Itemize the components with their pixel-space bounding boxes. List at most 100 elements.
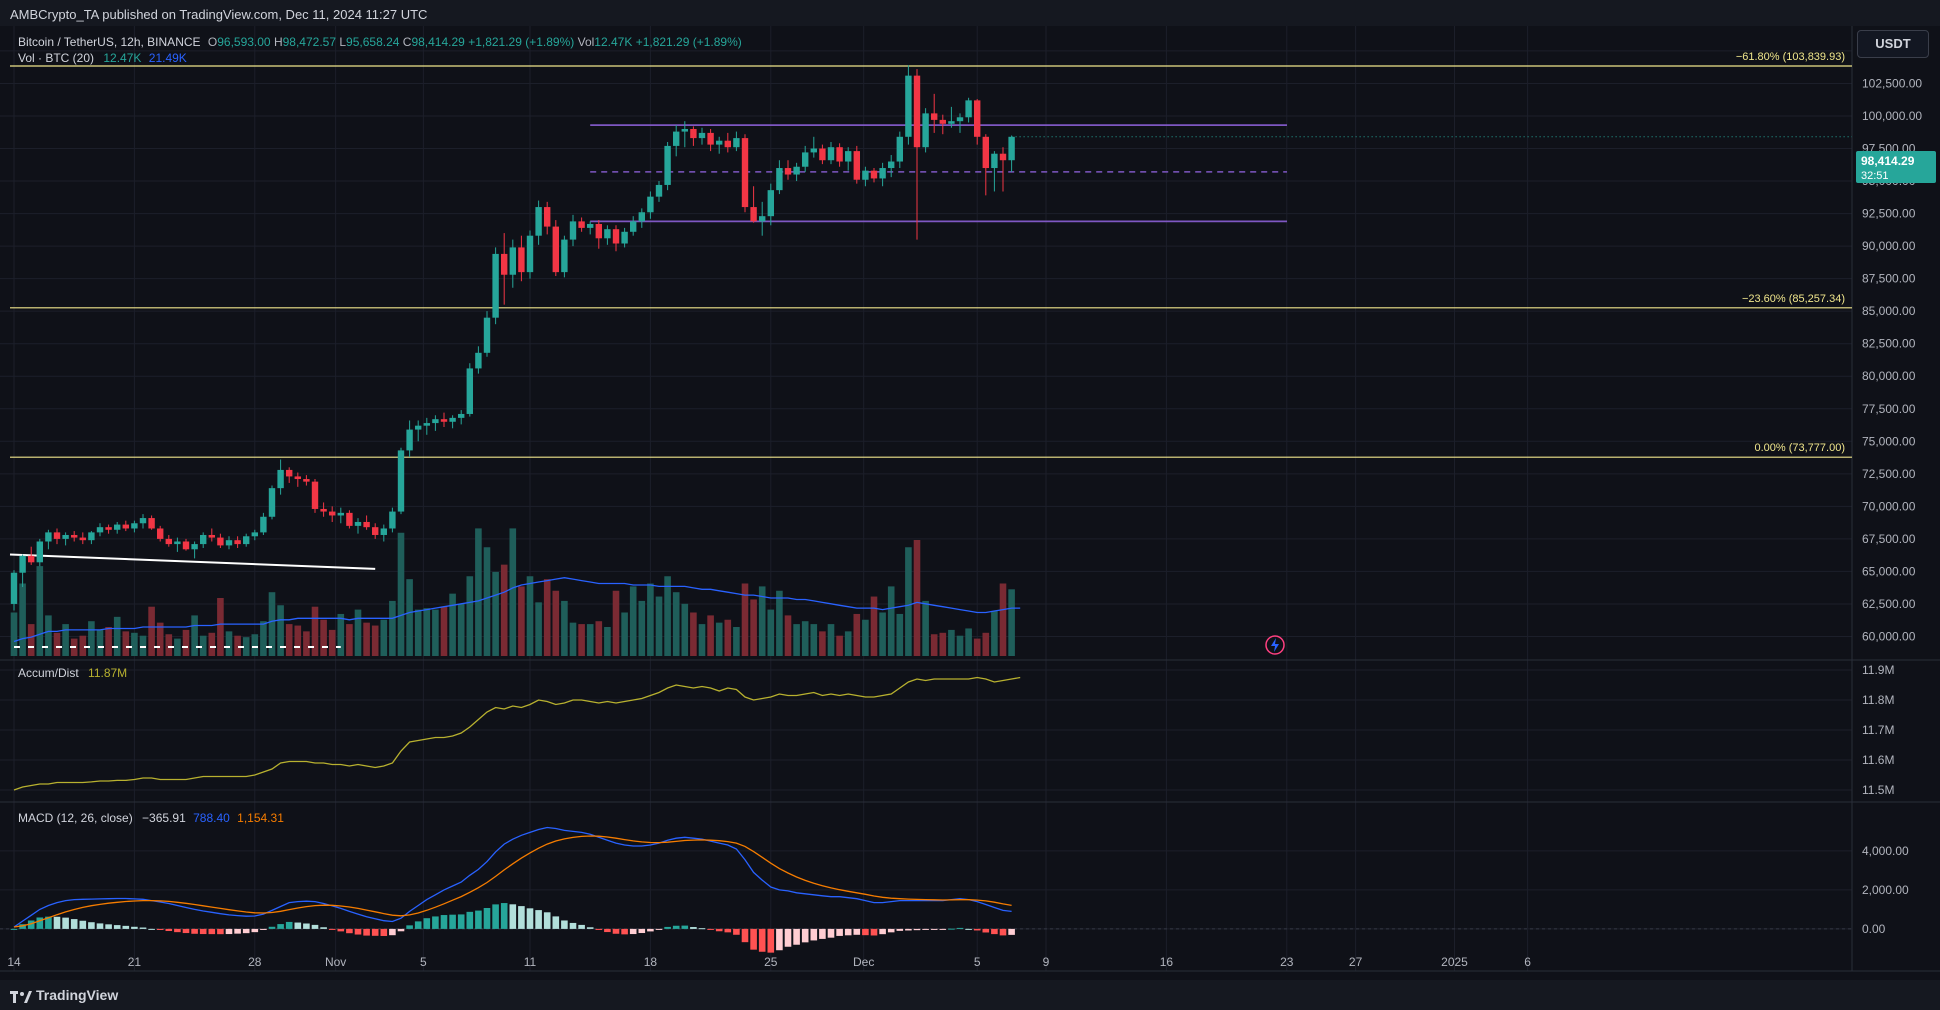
macd-histogram-bar [492, 904, 499, 929]
tradingview-logo-text: TradingView [36, 987, 119, 1003]
candle-body [28, 555, 35, 563]
macd-histogram-bar [363, 928, 370, 936]
macd-histogram-bar [139, 927, 147, 929]
volume-bar [62, 624, 69, 656]
macd-histogram-bar [174, 928, 181, 933]
macd-histogram-bar [939, 928, 947, 930]
volume-bar [578, 624, 585, 656]
candle-body [759, 216, 766, 222]
candle-body [423, 423, 430, 426]
macd-histogram-bar [53, 916, 61, 929]
macd-histogram-bar [604, 928, 611, 933]
ad-tick-label: 11.8M [1862, 693, 1894, 707]
candle-body [440, 419, 448, 422]
volume-bar [320, 619, 327, 656]
volume-bar [638, 600, 646, 656]
volume-bar [88, 621, 95, 656]
candle-body [466, 368, 473, 414]
candle-body [406, 429, 413, 451]
volume-bar [414, 609, 422, 656]
volume-bar [913, 540, 921, 656]
macd-histogram-bar [991, 928, 998, 935]
volume-bars [10, 528, 1021, 656]
macd-histogram-bar [750, 928, 757, 950]
macd-histogram-bar [870, 928, 878, 936]
time-axis[interactable]: 14 21 28 Nov 5 11 18 25 Dec 5 9 16 23 27 2025 6 [7, 955, 1531, 969]
volume-bar [423, 608, 431, 656]
volume-bar [758, 586, 766, 656]
macd-histogram-bar [70, 919, 78, 929]
candle-body [552, 226, 559, 273]
candle-body [630, 221, 637, 232]
price-tick-label: 65,000.00 [1862, 564, 1916, 578]
volume-bar [148, 606, 155, 656]
fib-label: −61.80% (103,839.93) [1736, 51, 1845, 63]
time-tick-label: 11 [524, 955, 537, 969]
macd-legend-signal: 1,154.31 [237, 811, 284, 825]
volume-bar [784, 615, 792, 656]
macd-histogram-bar [346, 928, 353, 934]
candle-body [767, 190, 774, 217]
candle-body [320, 508, 327, 512]
macd-histogram-bar [371, 928, 379, 936]
candle-body [974, 100, 981, 137]
candle-body [853, 151, 860, 180]
volume-bar [475, 528, 482, 656]
volume-bar [500, 564, 508, 656]
volume-bar [191, 615, 198, 656]
volume-bar [844, 631, 852, 656]
volume-bar [870, 596, 878, 656]
volume-bar [346, 624, 353, 656]
macd-histogram-bar [578, 924, 585, 929]
candle-body [991, 153, 998, 169]
candle-body [243, 536, 250, 545]
candle-body [690, 128, 697, 139]
macd-histogram-bar [862, 928, 869, 936]
candle-body [96, 527, 104, 533]
volume-bar [965, 628, 972, 656]
candle-body [337, 512, 344, 516]
price-tick-label: 102,500.00 [1862, 76, 1922, 90]
time-tick-label: 18 [644, 955, 658, 969]
volume-bar [707, 615, 714, 656]
macd-histogram-bar [827, 928, 835, 938]
alert-icon[interactable] [1265, 635, 1285, 655]
macd-histogram-bar [595, 928, 603, 930]
volume-bar [629, 586, 637, 656]
chart-canvas[interactable]: −61.80% (103,839.93) −23.60% (85,257.34) 0… [0, 26, 1940, 980]
macd-histogram-bar [767, 928, 775, 953]
volume-bar [973, 638, 981, 656]
symbol-legend: Bitcoin / TetherUS, 12h, BINANCE O96,593… [18, 35, 742, 49]
macd-line [13, 826, 1012, 928]
candle-body [922, 113, 929, 148]
volume-bar [182, 629, 190, 656]
candle-body [647, 196, 654, 213]
macd-histogram-bar [303, 923, 310, 929]
low-value: 95,658.24 [346, 35, 400, 49]
candle-body [905, 75, 912, 137]
macd-histogram-bar [62, 917, 69, 929]
macd-histogram-bar [690, 927, 697, 929]
ad-legend-value: 11.87M [88, 666, 128, 680]
macd-histogram-bar [260, 928, 267, 930]
trendline-line [9, 553, 376, 570]
macd-histogram-bar [905, 928, 912, 931]
price-tick-label: 70,000.00 [1862, 499, 1916, 513]
currency-button[interactable]: USDT [1857, 30, 1929, 58]
macd-histogram-bar [913, 928, 921, 931]
macd-histogram-bar [552, 916, 560, 929]
candle-body [122, 524, 129, 529]
low-label: L [339, 35, 347, 49]
candle-body [741, 138, 749, 208]
volume-bar [242, 637, 250, 656]
ad-line [13, 676, 1021, 791]
volume-bar [260, 621, 267, 656]
candle-body [587, 223, 594, 228]
macd-histogram-bar [819, 928, 826, 939]
candle-body [896, 136, 903, 162]
last-price-label: 98,414.29 32:51 [1856, 151, 1936, 183]
macd-histogram-bar [724, 928, 732, 933]
volume-bar [948, 629, 955, 656]
volume-bar [466, 576, 474, 656]
candles [10, 65, 1852, 611]
